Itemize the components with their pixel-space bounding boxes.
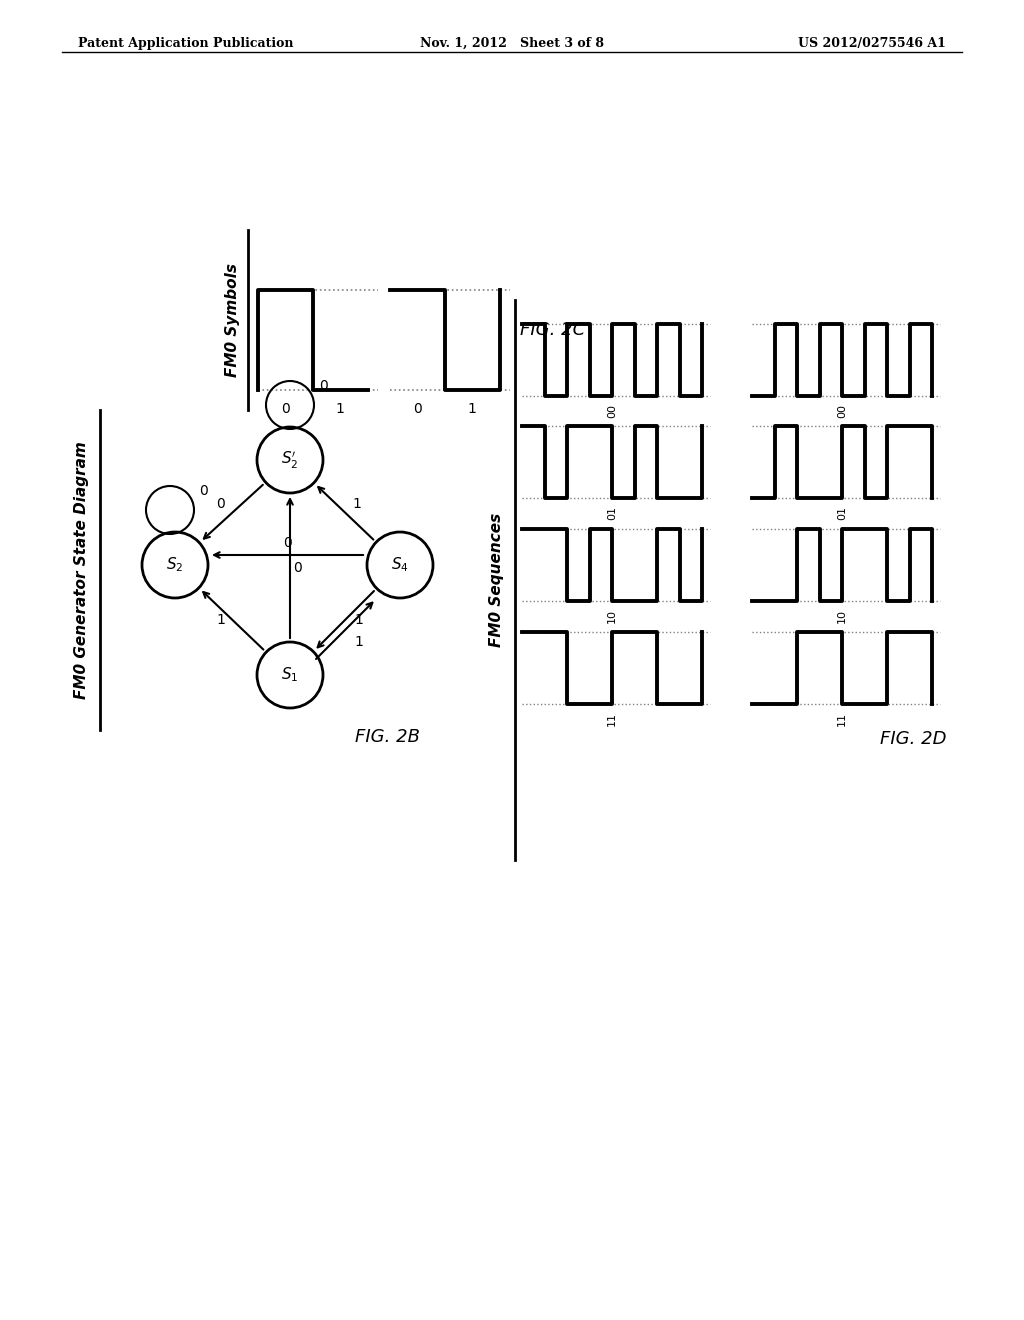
Text: 0: 0: [294, 561, 302, 574]
Text: FM0 Generator State Diagram: FM0 Generator State Diagram: [75, 441, 89, 698]
Text: US 2012/0275546 A1: US 2012/0275546 A1: [798, 37, 946, 50]
Text: 00: 00: [607, 404, 617, 418]
Text: 0: 0: [413, 403, 421, 416]
Text: FIG. 2B: FIG. 2B: [355, 729, 420, 746]
Text: 0: 0: [281, 403, 290, 416]
Text: 10: 10: [607, 609, 617, 623]
Text: $S_2$: $S_2$: [166, 556, 183, 574]
Text: $S_1$: $S_1$: [282, 665, 299, 684]
Text: 0: 0: [319, 379, 328, 393]
Text: FM0 Symbols: FM0 Symbols: [225, 263, 241, 378]
Text: 00: 00: [837, 404, 847, 418]
Text: 10: 10: [837, 609, 847, 623]
Text: 1: 1: [354, 635, 364, 649]
Text: $S_2'$: $S_2'$: [282, 449, 299, 470]
Text: 0: 0: [283, 536, 292, 550]
Text: 01: 01: [607, 506, 617, 520]
Text: FIG. 2D: FIG. 2D: [880, 730, 946, 748]
Text: FIG. 2C: FIG. 2C: [520, 321, 586, 339]
Text: 1: 1: [354, 612, 364, 627]
Text: Nov. 1, 2012   Sheet 3 of 8: Nov. 1, 2012 Sheet 3 of 8: [420, 37, 604, 50]
Text: 0: 0: [199, 484, 208, 498]
Text: 0: 0: [216, 498, 225, 511]
Text: FM0 Sequences: FM0 Sequences: [489, 513, 505, 647]
Text: Patent Application Publication: Patent Application Publication: [78, 37, 294, 50]
Text: 1: 1: [352, 498, 361, 511]
Text: 01: 01: [837, 506, 847, 520]
Text: 11: 11: [607, 711, 617, 726]
Text: 1: 1: [336, 403, 344, 416]
Text: 1: 1: [216, 612, 225, 627]
Text: 11: 11: [837, 711, 847, 726]
Text: $S_4$: $S_4$: [391, 556, 409, 574]
Text: 1: 1: [468, 403, 476, 416]
